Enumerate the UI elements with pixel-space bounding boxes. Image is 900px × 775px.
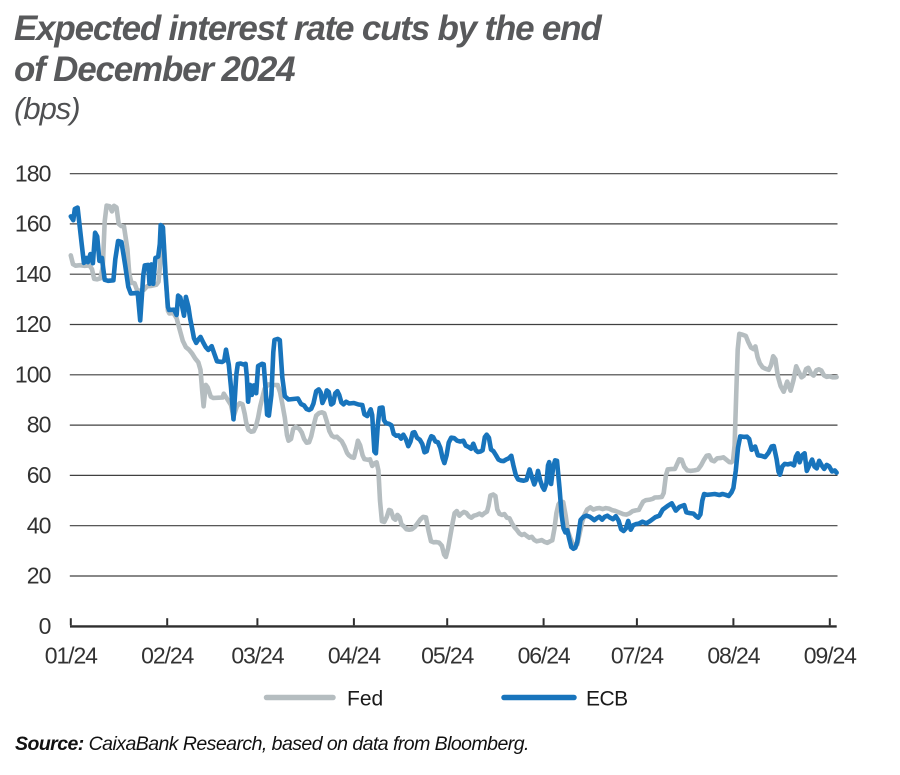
svg-text:ECB: ECB bbox=[586, 688, 628, 711]
svg-text:80: 80 bbox=[27, 412, 51, 438]
svg-text:08/24: 08/24 bbox=[707, 643, 760, 669]
svg-text:03/24: 03/24 bbox=[231, 643, 284, 669]
svg-text:20: 20 bbox=[27, 563, 51, 589]
svg-text:120: 120 bbox=[15, 311, 51, 337]
svg-text:40: 40 bbox=[27, 512, 51, 538]
svg-text:160: 160 bbox=[15, 211, 51, 237]
svg-text:01/24: 01/24 bbox=[45, 643, 98, 669]
svg-text:100: 100 bbox=[15, 361, 51, 387]
svg-text:Fed: Fed bbox=[347, 688, 383, 711]
svg-text:0: 0 bbox=[39, 613, 51, 639]
svg-text:04/24: 04/24 bbox=[328, 643, 381, 669]
svg-text:05/24: 05/24 bbox=[421, 643, 474, 669]
svg-text:06/24: 06/24 bbox=[518, 643, 571, 669]
svg-text:180: 180 bbox=[15, 160, 51, 186]
svg-text:140: 140 bbox=[15, 261, 51, 287]
svg-text:02/24: 02/24 bbox=[141, 643, 194, 669]
svg-text:07/24: 07/24 bbox=[611, 643, 664, 669]
svg-text:09/24: 09/24 bbox=[804, 643, 857, 669]
svg-text:60: 60 bbox=[27, 462, 51, 488]
